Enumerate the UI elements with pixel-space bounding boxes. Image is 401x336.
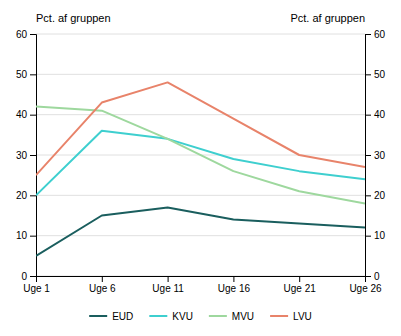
plot-area: Uge 1Uge 6Uge 11Uge 16Uge 21Uge 26010203…: [16, 29, 386, 294]
tick-mark: [365, 195, 371, 196]
tick: 20: [16, 190, 36, 201]
tick-mark: [365, 74, 371, 75]
tick-mark: [30, 155, 36, 156]
legend-swatch: [149, 315, 167, 317]
grid-line: [36, 114, 365, 115]
tick-label: 10: [16, 230, 28, 241]
tick: Uge 11: [152, 276, 184, 294]
legend-swatch: [270, 315, 288, 317]
legend-item: EUD: [89, 311, 133, 322]
tick-mark: [30, 276, 36, 277]
tick: 0: [365, 271, 380, 282]
tick: 60: [365, 29, 386, 40]
tick-mark: [365, 155, 371, 156]
legend-item: MVU: [209, 311, 254, 322]
tick-label: 50: [16, 69, 28, 80]
tick-label: 30: [16, 150, 28, 161]
legend-swatch: [209, 315, 227, 317]
grid-line: [36, 74, 365, 75]
tick-mark: [299, 276, 300, 282]
tick: Uge 16: [218, 276, 251, 294]
tick: 30: [16, 150, 36, 161]
tick-label: Uge 1: [23, 283, 50, 294]
tick-label: Uge 26: [349, 283, 382, 294]
series-line: [36, 207, 365, 255]
tick-label: 20: [16, 190, 28, 201]
chart: Uge 1Uge 6Uge 11Uge 16Uge 21Uge 26010203…: [0, 0, 401, 336]
tick-mark: [365, 276, 371, 277]
legend-label: LVU: [293, 311, 312, 322]
tick: 10: [16, 230, 36, 241]
grid-line: [36, 235, 365, 236]
x-axis: Uge 1 Uge 6 Uge 11 Uge 16 Uge 21 Uge 26: [23, 276, 382, 294]
tick-label: Uge 6: [89, 283, 116, 294]
legend-label: MVU: [232, 311, 254, 322]
axis-domain: [30, 35, 37, 277]
legend-swatch: [89, 315, 107, 317]
y2-axis: 0 10 20 30 40 50 60: [365, 29, 386, 282]
tick-label: 10: [374, 230, 386, 241]
axis-domain: [366, 35, 372, 277]
grid-line: [36, 34, 365, 35]
tick-label: 60: [374, 29, 386, 40]
series-line: [36, 82, 365, 175]
tick-mark: [30, 236, 36, 237]
lines: [36, 82, 365, 255]
tick-mark: [102, 276, 103, 282]
series-line: [36, 131, 365, 196]
tick: Uge 1: [23, 276, 50, 294]
y-axis-label: Pct. af gruppen: [36, 12, 111, 24]
tick: 20: [365, 190, 386, 201]
tick-mark: [30, 34, 36, 35]
tick: 60: [16, 29, 36, 40]
tick-label: 40: [374, 109, 386, 120]
tick-label: 0: [21, 271, 27, 282]
tick-mark: [30, 195, 36, 196]
tick: 10: [365, 230, 386, 241]
tick-label: 20: [374, 190, 386, 201]
tick-mark: [168, 276, 169, 282]
tick-label: 30: [374, 150, 386, 161]
tick-label: 0: [374, 271, 380, 282]
tick-mark: [30, 74, 36, 75]
tick-label: 60: [16, 29, 28, 40]
legend-item: KVU: [149, 311, 193, 322]
tick: 50: [365, 69, 386, 80]
legend-label: EUD: [112, 311, 133, 322]
tick: Uge 21: [284, 276, 317, 294]
y-axis: 0 10 20 30 40 50 60: [16, 29, 37, 282]
tick-label: Uge 21: [284, 283, 317, 294]
tick: 0: [21, 271, 36, 282]
tick-mark: [365, 115, 371, 116]
tick-mark: [30, 115, 36, 116]
legend: EUD KVU MVU LVU: [89, 311, 312, 322]
grid: [36, 34, 365, 276]
tick-label: Uge 11: [152, 283, 184, 294]
tick-mark: [365, 34, 371, 35]
legend-item: LVU: [270, 311, 312, 322]
tick: 40: [365, 109, 386, 120]
tick: 30: [365, 150, 386, 161]
tick: 40: [16, 109, 36, 120]
tick-label: 50: [374, 69, 386, 80]
axis-domain: [37, 277, 366, 283]
y2-axis-label: Pct. af gruppen: [290, 12, 365, 24]
tick-label: Uge 16: [218, 283, 251, 294]
tick-label: 40: [16, 109, 28, 120]
tick: 50: [16, 69, 36, 80]
legend-label: KVU: [172, 311, 193, 322]
tick-mark: [233, 276, 234, 282]
tick-mark: [365, 236, 371, 237]
tick: Uge 6: [89, 276, 116, 294]
